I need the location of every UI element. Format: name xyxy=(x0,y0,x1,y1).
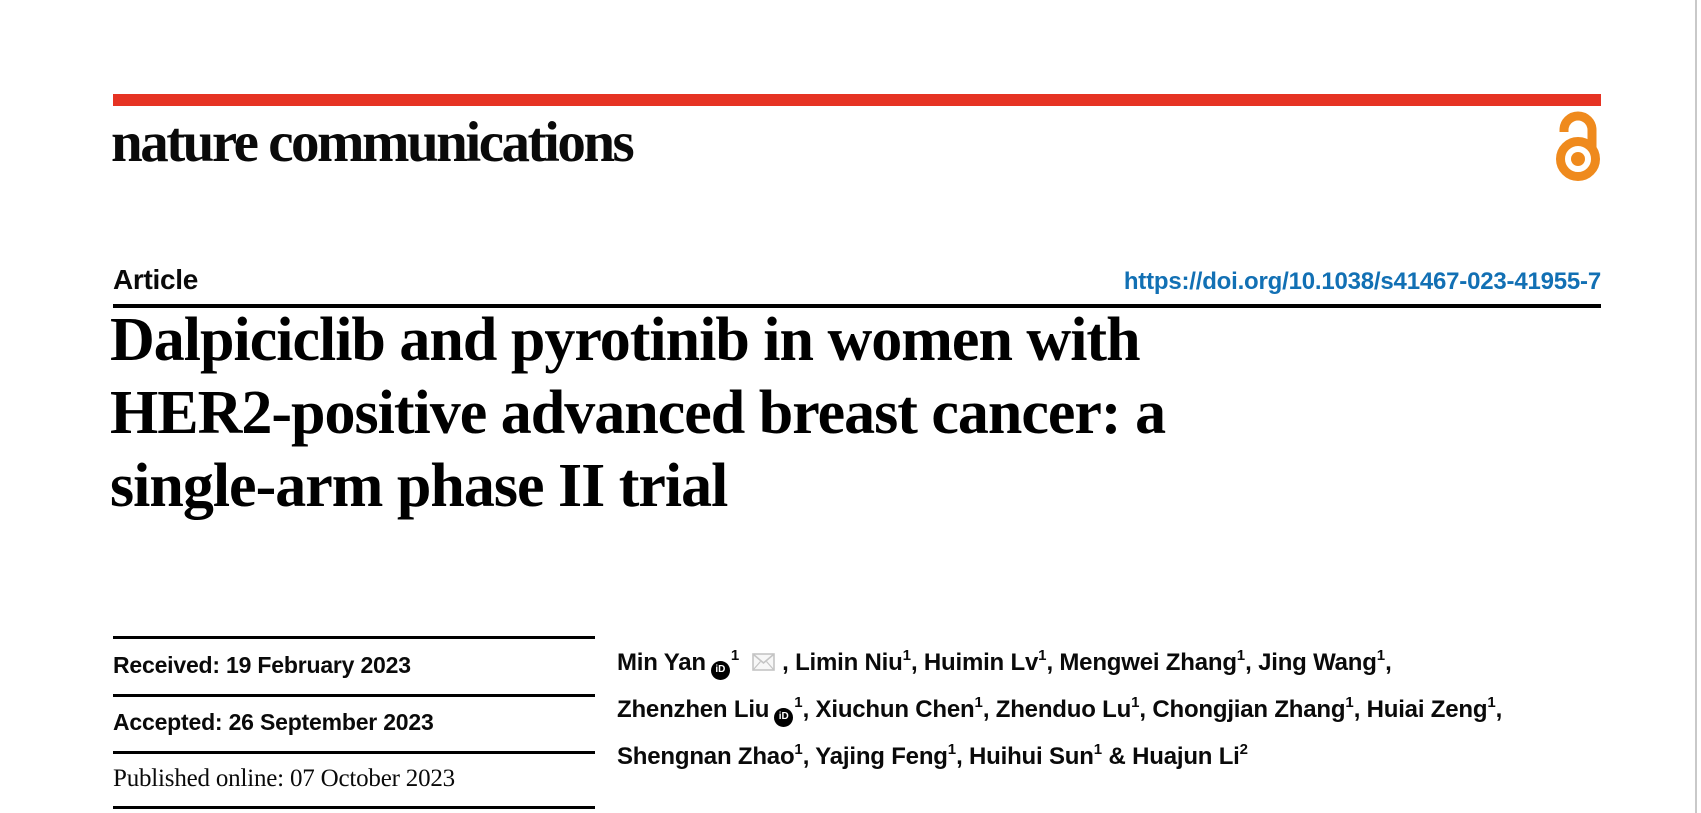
author-name: Limin Niu xyxy=(795,649,903,676)
page-right-border xyxy=(1695,0,1697,813)
orcid-icon[interactable]: iD xyxy=(710,660,730,680)
history-rule-3 xyxy=(113,751,595,754)
author-affiliation-superscript: 1 xyxy=(794,694,803,711)
author-line: Zhenzhen Liu iD1, Xiuchun Chen1, Zhenduo … xyxy=(617,688,1617,735)
orcid-icon[interactable]: iD xyxy=(774,707,794,727)
author-affiliation-superscript: 1 xyxy=(794,741,803,758)
author-affiliation-superscript: 1 xyxy=(730,647,740,664)
paper-title-line-2: HER2-positive advanced breast cancer: a xyxy=(110,379,1166,447)
paper-title-line-1: Dalpiciclib and pyrotinib in women with xyxy=(110,306,1141,374)
author-affiliation-superscript: 1 xyxy=(1038,647,1047,664)
author-affiliation-superscript: 1 xyxy=(1487,694,1496,711)
author-name: Huajun Li xyxy=(1132,743,1240,770)
author-affiliation-superscript: 2 xyxy=(1239,741,1248,758)
author-name: Zhenzhen Liu xyxy=(617,696,770,723)
author-name: Jing Wang xyxy=(1258,649,1377,676)
author-line: Min Yan iD1 , Limin Niu1, Huimin Lv1, Men… xyxy=(617,641,1617,688)
history-accepted: Accepted: 26 September 2023 xyxy=(113,709,434,735)
author-affiliation-superscript: 1 xyxy=(974,694,983,711)
author-name: Huimin Lv xyxy=(923,649,1039,676)
author-name: Shengnan Zhao xyxy=(617,743,795,770)
author-affiliation-superscript: 1 xyxy=(947,741,957,758)
doi-link[interactable]: https://doi.org/10.1038/s41467-023-41955… xyxy=(1123,268,1601,295)
paper-title-line-3: single-arm phase II trial xyxy=(110,452,728,520)
history-rule-4 xyxy=(113,806,595,809)
author-list: Min Yan iD1 , Limin Niu1, Huimin Lv1, Men… xyxy=(617,641,1617,782)
author-affiliation-superscript: 1 xyxy=(902,647,911,664)
author-line: Shengnan Zhao1, Yajing Feng1, Huihui Sun… xyxy=(617,741,1248,770)
author-affiliation-superscript: 1 xyxy=(1236,647,1246,664)
author-name: Huiai Zeng xyxy=(1366,696,1488,723)
header-rule xyxy=(113,304,1601,308)
journal-wordmark: nature communications xyxy=(111,111,635,174)
author-name: Zhenduo Lu xyxy=(995,696,1132,723)
author-name: Min Yan xyxy=(617,649,706,676)
author-name: Xiuchun Chen xyxy=(815,696,975,723)
author-name: Huihui Sun xyxy=(969,743,1094,770)
author-name: Yajing Feng xyxy=(815,743,948,770)
open-access-icon xyxy=(1556,111,1600,181)
article-header-row: Article https://doi.org/10.1038/s41467-0… xyxy=(113,262,1601,296)
author-affiliation-superscript: 1 xyxy=(1376,647,1386,664)
author-affiliation-superscript: 1 xyxy=(1093,741,1103,758)
author-name: Mengwei Zhang xyxy=(1059,649,1237,676)
article-type-label: Article xyxy=(113,264,199,295)
email-corresponding-author-icon[interactable] xyxy=(751,653,775,671)
author-affiliation-superscript: 1 xyxy=(1131,694,1140,711)
author-name: Chongjian Zhang xyxy=(1152,696,1346,723)
brand-red-bar xyxy=(113,94,1601,106)
history-rule-2 xyxy=(113,694,595,697)
author-affiliation-superscript: 1 xyxy=(1345,694,1354,711)
history-received: Received: 19 February 2023 xyxy=(113,651,411,678)
paper-title: Dalpiciclib and pyrotinib in women with … xyxy=(110,304,1530,523)
history-published-online: Published online: 07 October 2023 xyxy=(113,764,455,792)
history-rule-1 xyxy=(113,636,595,639)
